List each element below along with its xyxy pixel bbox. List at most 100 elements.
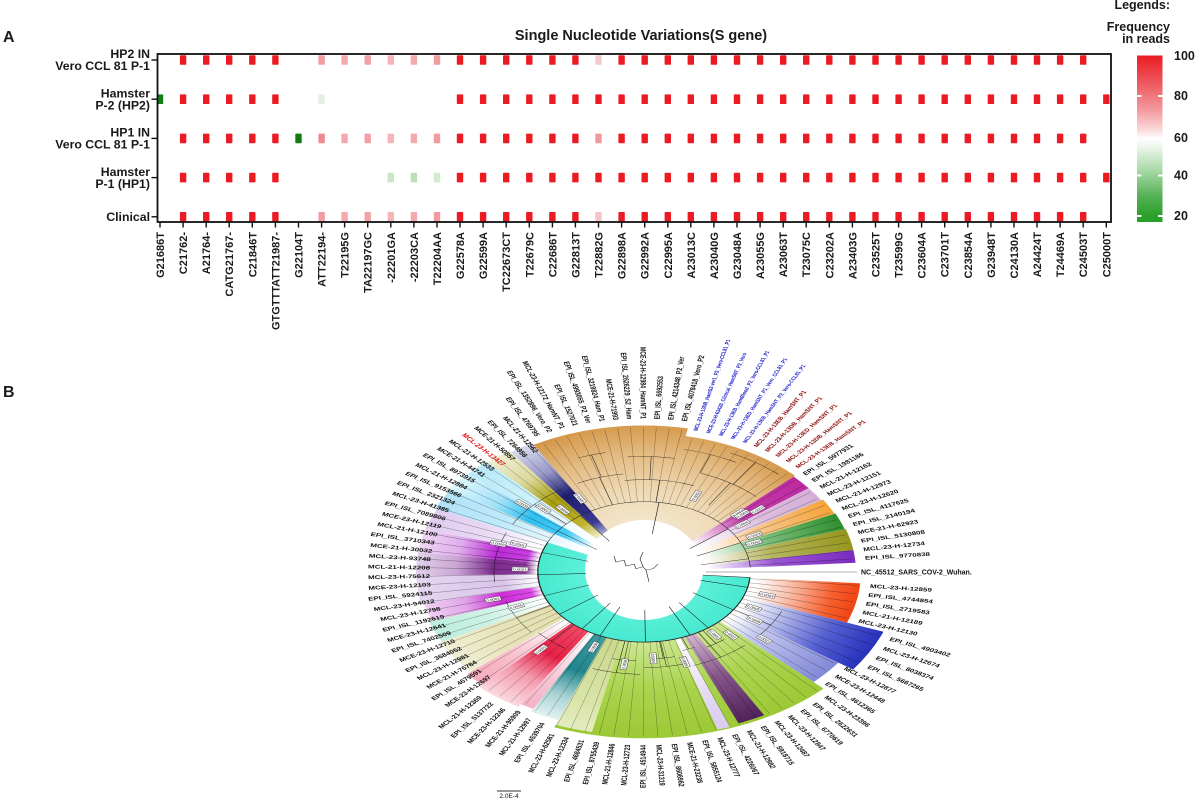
svg-text:T24469A: T24469A (1055, 232, 1067, 277)
svg-text:80: 80 (1174, 89, 1188, 103)
svg-text:0.0002: 0.0002 (536, 505, 549, 514)
svg-text:G22813T: G22813T (570, 232, 582, 278)
svg-text:A: A (3, 29, 15, 46)
svg-text:0.0006: 0.0006 (622, 659, 629, 668)
svg-text:0.0008: 0.0008 (556, 505, 569, 514)
svg-text:0.0009: 0.0009 (491, 541, 505, 546)
svg-text:TC22673CT: TC22673CT (501, 232, 513, 292)
svg-text:TA22197GC: TA22197GC (363, 232, 375, 293)
svg-text:0.0001: 0.0001 (535, 646, 548, 655)
svg-text:0.0003: 0.0003 (751, 506, 765, 514)
svg-text:C23525T: C23525T (871, 232, 883, 278)
svg-text:MCL-21-H-12208: MCL-21-H-12208 (368, 564, 431, 571)
svg-text:0.0005: 0.0005 (509, 604, 523, 610)
svg-text:0.0002: 0.0002 (747, 540, 761, 546)
svg-text:100: 100 (1174, 49, 1195, 63)
svg-text:T22195G: T22195G (340, 232, 352, 278)
svg-text:MCL-23-H-75612: MCL-23-H-75612 (368, 574, 431, 581)
svg-text:P-2 (HP2): P-2 (HP2) (95, 98, 150, 112)
svg-text:Vero CCL 81 P-1: Vero CCL 81 P-1 (55, 59, 150, 73)
svg-text:G22599A: G22599A (478, 232, 490, 279)
svg-text:T22679C: T22679C (524, 232, 536, 277)
svg-text:G22992A: G22992A (640, 232, 652, 279)
svg-text:C21846T: C21846T (247, 232, 259, 278)
svg-text:MCL-23-H-12723: MCL-23-H-12723 (621, 744, 633, 785)
svg-text:A23040G: A23040G (709, 232, 721, 279)
svg-text:MCE-21-H-30032: MCE-21-H-30032 (370, 543, 433, 555)
svg-text:A24424T: A24424T (1032, 232, 1044, 278)
svg-text:0.0001: 0.0001 (513, 568, 527, 571)
svg-text:EPI_ISL_4514944: EPI_ISL_4514944 (640, 745, 648, 788)
svg-text:T22204AA: T22204AA (432, 232, 444, 285)
svg-text:MCE-23-H-12984_HamNT_P1: MCE-23-H-12984_HamNT_P1 (638, 347, 647, 419)
svg-text:Hamster: Hamster (101, 165, 150, 179)
svg-text:MCL-23-H-31319: MCL-23-H-31319 (654, 745, 666, 786)
svg-text:G21686T: G21686T (155, 232, 167, 278)
svg-text:GTGTTTATT21987-: GTGTTTATT21987- (270, 232, 282, 330)
svg-text:HP1 IN: HP1 IN (110, 126, 150, 140)
svg-text:T23075C: T23075C (801, 232, 813, 277)
svg-text:A23063T: A23063T (778, 232, 790, 278)
svg-text:HP2 IN: HP2 IN (110, 47, 150, 61)
svg-text:Clinical: Clinical (106, 210, 150, 224)
svg-text:T22882G: T22882G (594, 232, 606, 278)
svg-text:T23599G: T23599G (894, 232, 906, 278)
svg-text:G23048A: G23048A (732, 232, 744, 279)
svg-text:0.0004: 0.0004 (736, 521, 750, 529)
svg-text:in reads: in reads (1122, 32, 1170, 46)
svg-text:-22203CA: -22203CA (409, 232, 421, 282)
svg-text:-22201GA: -22201GA (386, 232, 398, 283)
svg-text:Vero CCL 81 P-1: Vero CCL 81 P-1 (55, 138, 150, 152)
svg-text:2.0E-4: 2.0E-4 (499, 793, 519, 800)
svg-text:Single Nucleotide Variations(S: Single Nucleotide Variations(S gene) (515, 28, 767, 44)
svg-text:EPI_ISL_6692553: EPI_ISL_6692553 (654, 376, 666, 419)
svg-text:EPI_ISL_5924115: EPI_ISL_5924115 (368, 591, 434, 603)
svg-text:A23055G: A23055G (755, 232, 767, 279)
svg-text:0.0006: 0.0006 (589, 643, 599, 653)
svg-text:C23701T: C23701T (940, 232, 952, 278)
svg-text:A23403G: A23403G (847, 232, 859, 279)
svg-text:NC_45512_SARS_COV-2_Wuhan.: NC_45512_SARS_COV-2_Wuhan. (861, 569, 972, 576)
svg-text:C25000T: C25000T (1101, 232, 1113, 278)
svg-text:0.0003: 0.0003 (760, 593, 774, 598)
svg-text:0.0002: 0.0002 (486, 597, 500, 602)
svg-text:0.0005: 0.0005 (680, 657, 689, 667)
svg-text:G22898A: G22898A (617, 232, 629, 279)
svg-text:0.0005: 0.0005 (746, 605, 760, 612)
svg-text:G23948T: G23948T (986, 232, 998, 278)
svg-text:C23854A: C23854A (963, 232, 975, 279)
svg-text:EPI_ISL_9770838: EPI_ISL_9770838 (865, 552, 931, 561)
svg-text:C22995A: C22995A (663, 232, 675, 279)
svg-text:CATG21767-: CATG21767- (224, 232, 236, 297)
svg-text:20: 20 (1174, 209, 1188, 223)
svg-text:C21762-: C21762- (178, 232, 190, 275)
svg-text:A21764-: A21764- (201, 232, 213, 275)
svg-text:0.0005: 0.0005 (650, 654, 656, 663)
svg-text:0.0009: 0.0009 (574, 494, 585, 503)
svg-text:Hamster: Hamster (101, 86, 150, 100)
svg-text:C22686T: C22686T (547, 232, 559, 278)
svg-text:G22104T: G22104T (294, 232, 306, 278)
svg-text:40: 40 (1174, 169, 1188, 183)
svg-text:0.0002: 0.0002 (691, 491, 701, 501)
svg-text:0.0003: 0.0003 (747, 532, 761, 539)
svg-text:Frequency: Frequency (1107, 20, 1170, 34)
svg-text:60: 60 (1174, 131, 1188, 145)
svg-text:ATT22194-: ATT22194- (317, 232, 329, 287)
svg-text:B: B (3, 384, 15, 401)
svg-text:0.0001: 0.0001 (511, 542, 526, 548)
svg-text:MCL-23-H-12734: MCL-23-H-12734 (863, 541, 926, 553)
svg-text:C24130A: C24130A (1009, 232, 1021, 279)
svg-text:0.0009: 0.0009 (515, 500, 529, 508)
svg-text:C23604A: C23604A (917, 232, 929, 279)
svg-text:0.0003: 0.0003 (757, 635, 771, 643)
svg-text:A23013C: A23013C (686, 232, 698, 279)
svg-text:0.0005: 0.0005 (708, 630, 720, 639)
svg-text:MCL-23-H-93748: MCL-23-H-93748 (368, 554, 431, 563)
svg-text:MCE-23-H-12103: MCE-23-H-12103 (368, 582, 431, 591)
svg-text:G22578A: G22578A (455, 232, 467, 279)
svg-text:C24503T: C24503T (1078, 232, 1090, 278)
svg-text:0.0005: 0.0005 (747, 616, 761, 624)
svg-text:MCL-23-H-12859: MCL-23-H-12859 (870, 584, 933, 593)
svg-text:C23202A: C23202A (824, 232, 836, 279)
